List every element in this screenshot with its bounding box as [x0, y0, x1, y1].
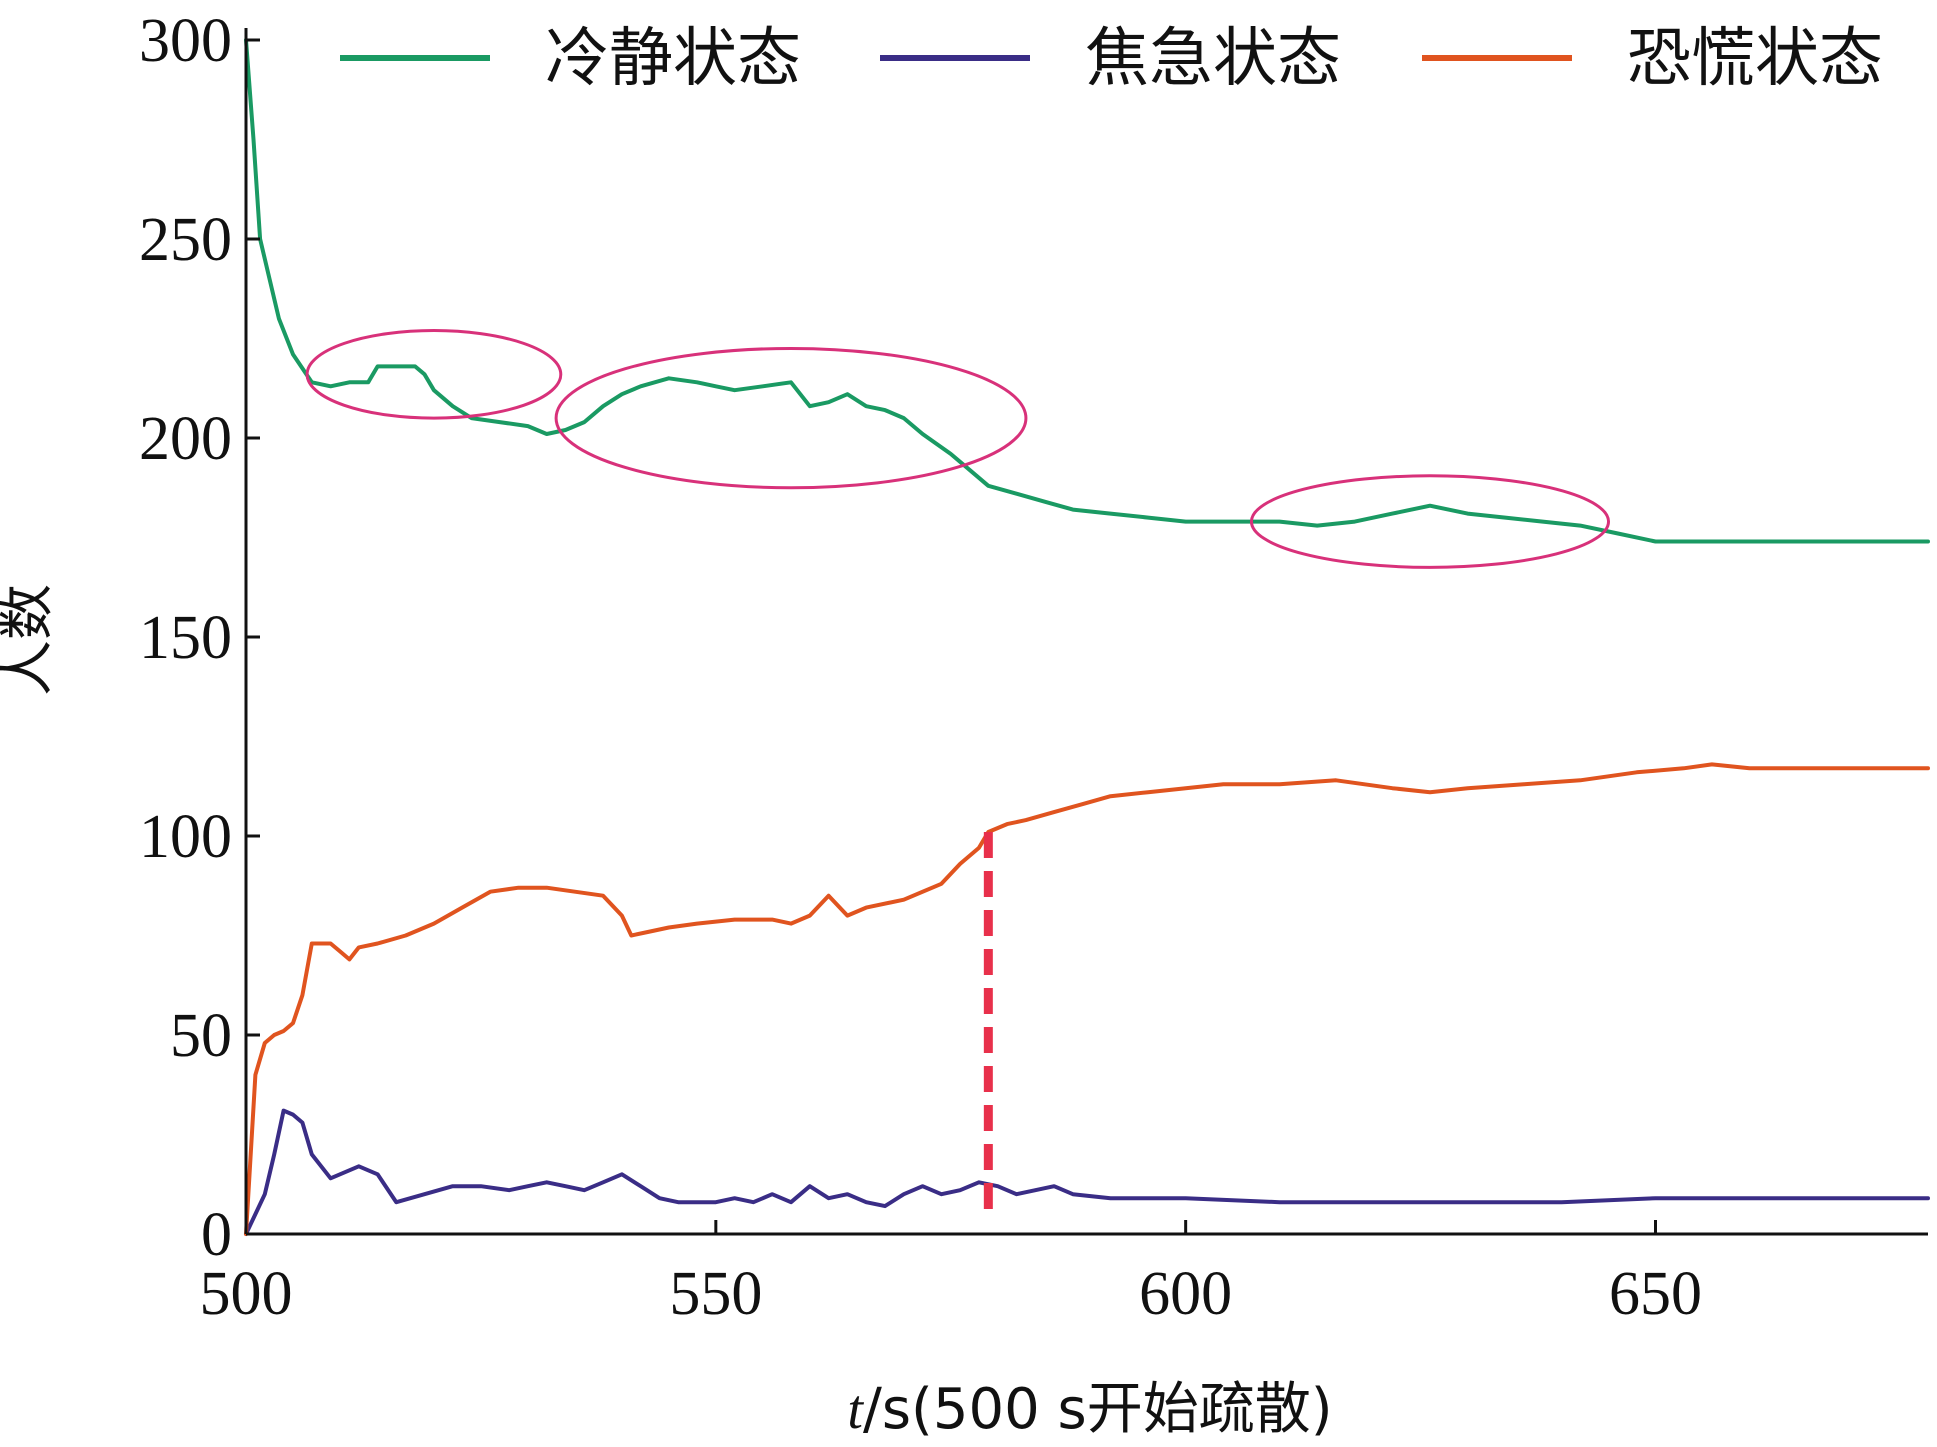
- series-line-1: [244, 38, 1930, 544]
- highlight-ellipse-3: [1249, 474, 1611, 569]
- y-tick-label: 250: [139, 206, 232, 274]
- highlight-ellipse-2: [554, 346, 1028, 490]
- y-axis-title: 人数: [0, 584, 60, 696]
- legend-label-2: 焦急状态: [1085, 22, 1341, 96]
- legend-label-3: 恐慌状态: [1627, 22, 1883, 96]
- y-tick-label: 150: [139, 604, 232, 672]
- x-axis-title-var: t: [847, 1379, 864, 1441]
- legend-label-1: 冷静状态: [545, 22, 801, 96]
- highlight-ellipse-1: [305, 329, 563, 420]
- legend: 冷静状态 焦急状态 恐慌状态: [340, 22, 1883, 96]
- series-layer: [244, 38, 1930, 1236]
- y-tick-label: 100: [139, 803, 232, 871]
- ticks-layer: 0 50 100 150 200 250 300 500 550 600 650: [139, 7, 1702, 1328]
- x-tick-label: 500: [200, 1260, 293, 1328]
- axes-layer: [244, 28, 1928, 1236]
- x-axis-title-rest: /s(500 s开始疏散): [863, 1377, 1333, 1442]
- series-line-2: [244, 1108, 1930, 1236]
- x-tick-label: 600: [1139, 1260, 1232, 1328]
- y-tick-label: 0: [201, 1201, 232, 1269]
- y-tick-label: 300: [139, 7, 232, 75]
- y-tick-label: 50: [170, 1002, 232, 1070]
- y-tick-label: 200: [139, 405, 232, 473]
- x-axis-title: t/s(500 s开始疏散): [847, 1377, 1332, 1442]
- x-tick-label: 650: [1609, 1260, 1702, 1328]
- x-tick-label: 550: [669, 1260, 762, 1328]
- series-line-3: [244, 762, 1930, 1236]
